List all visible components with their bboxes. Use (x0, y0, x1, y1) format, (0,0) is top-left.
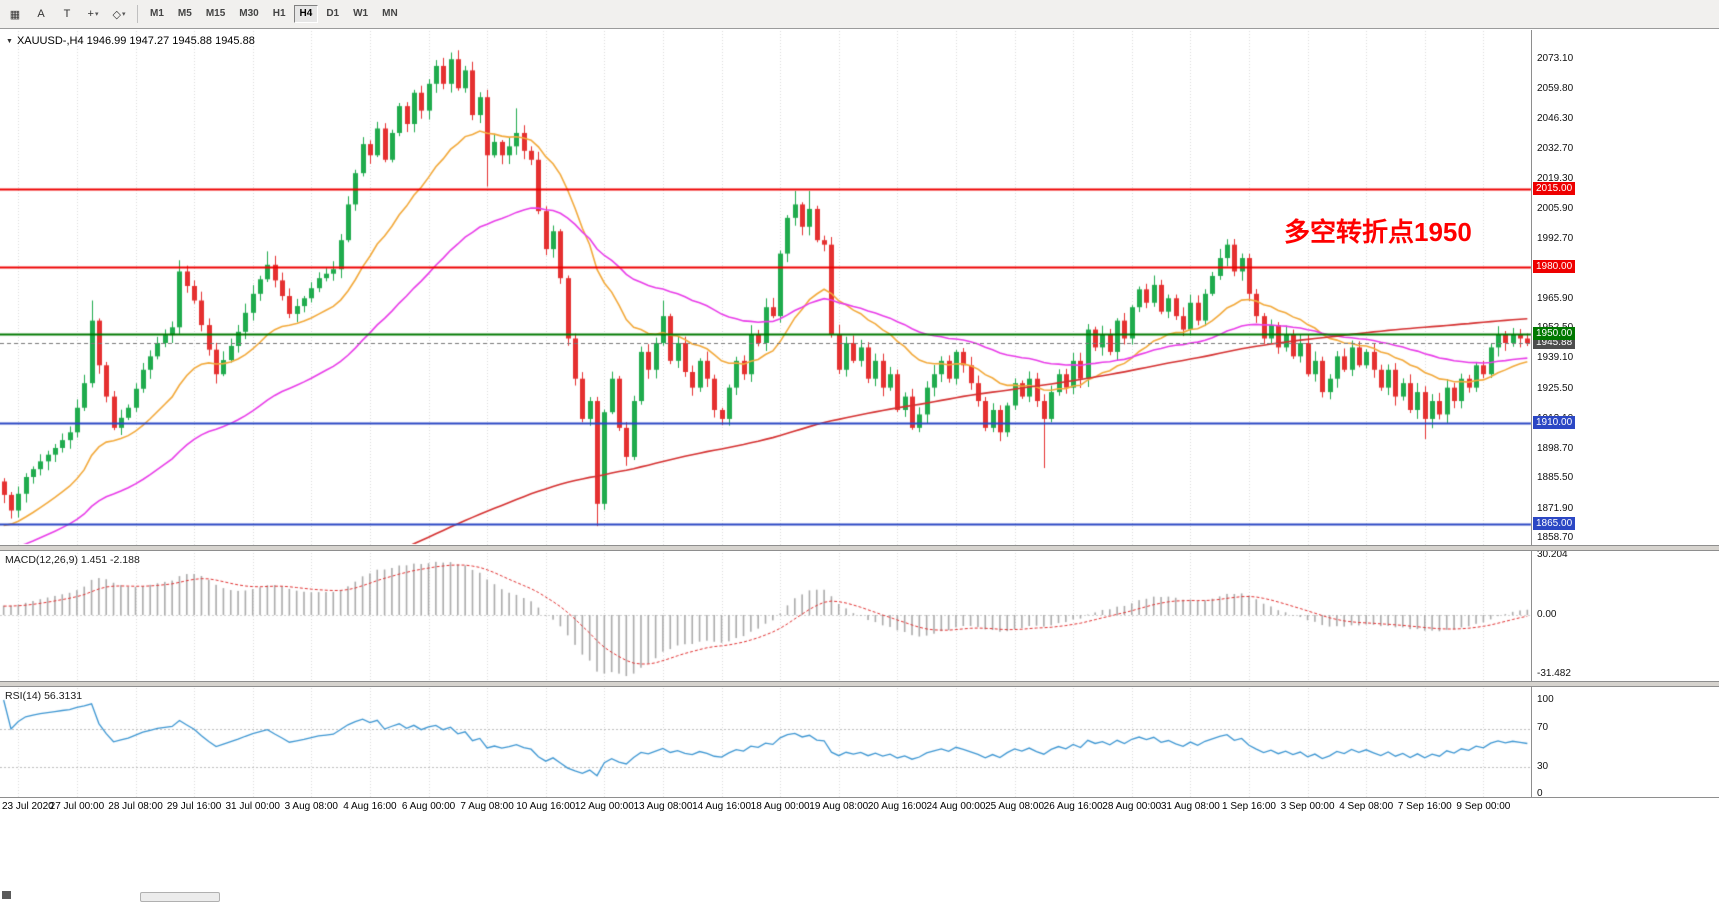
timeframe-button-h1[interactable]: H1 (272, 8, 286, 19)
time-axis-label: 23 Jul 2020 (2, 801, 54, 812)
time-axis-label: 9 Sep 00:00 (1456, 801, 1511, 812)
toolbar-icon-group: ▦ A T + ▾ ◇ ▾ (2, 2, 132, 26)
time-axis-label: 20 Aug 16:00 (867, 801, 927, 812)
time-axis-label: 4 Sep 08:00 (1339, 801, 1394, 812)
time-axis-label: 26 Aug 16:00 (1043, 801, 1103, 812)
chart-title-row: ▼ XAUUSD-,H4 1946.99 1947.27 1945.88 194… (6, 35, 255, 47)
price-axis-label: 1939.10 (1537, 352, 1574, 364)
time-axis-label: 1 Sep 16:00 (1222, 801, 1276, 812)
time-axis-label: 31 Jul 00:00 (225, 801, 280, 812)
timeframe-button-m15[interactable]: M15 (205, 8, 226, 19)
price-axis-label: 2032.70 (1537, 143, 1574, 155)
horizontal-scrollbar-thumb[interactable] (140, 892, 220, 902)
charts-grid-icon-glyph: ▦ (9, 8, 21, 21)
crosshair-tool-icon-glyph: + (87, 8, 94, 20)
timeframe-button-m5[interactable]: M5 (177, 8, 192, 19)
price-level-tag: 1950.00 (1533, 327, 1576, 341)
macd-rsi-divider[interactable] (0, 681, 1719, 687)
dropdown-arrow-icon: ▾ (121, 11, 126, 18)
time-axis-label: 27 Jul 00:00 (49, 801, 105, 812)
time-axis-label: 7 Sep 16:00 (1397, 801, 1452, 812)
time-axis-label: 6 Aug 00:00 (401, 801, 456, 812)
chevron-down-icon[interactable]: ▼ (6, 37, 13, 45)
price-axis-label: 1992.70 (1537, 232, 1574, 244)
drawing-tools-icon-glyph: ◇ (112, 8, 121, 21)
time-axis-label: 13 Aug 08:00 (633, 801, 693, 812)
time-axis-label: 12 Aug 00:00 (574, 801, 634, 812)
price-axis-label: 1898.70 (1537, 442, 1574, 454)
time-axis-label: 24 Aug 00:00 (926, 801, 986, 812)
time-axis-label: 28 Jul 08:00 (108, 801, 163, 812)
charts-grid-icon[interactable]: ▦ (3, 2, 27, 26)
macd-axis-label: 0.00 (1537, 609, 1557, 620)
rsi-axis-label: 0 (1537, 788, 1543, 799)
chart-tab-icon[interactable] (2, 891, 11, 899)
dropdown-arrow-icon: ▾ (94, 11, 99, 18)
time-axis-label: 7 Aug 08:00 (460, 801, 514, 812)
price-axis-label: 1965.90 (1537, 292, 1574, 304)
macd-axis-label: 30.204 (1537, 549, 1568, 560)
time-axis-label: 4 Aug 16:00 (343, 801, 397, 812)
timeframe-button-h4[interactable]: H4 (293, 5, 319, 23)
drawing-tools-icon[interactable]: ◇ ▾ (107, 2, 131, 26)
price-level-tag: 2015.00 (1533, 181, 1576, 195)
price-axis-label: 1858.70 (1537, 532, 1574, 543)
price-level-tag: 1865.00 (1533, 516, 1576, 530)
time-axis-label: 3 Aug 08:00 (284, 801, 338, 812)
main-macd-divider[interactable] (0, 545, 1719, 551)
time-axis-label: 10 Aug 16:00 (516, 801, 576, 812)
time-axis-label: 29 Jul 16:00 (166, 801, 222, 812)
rsi-axis-label: 70 (1537, 722, 1549, 733)
price-axis-label: 1925.50 (1537, 382, 1574, 394)
text-tool-icon-glyph: T (63, 8, 71, 20)
time-axis-label: 3 Sep 00:00 (1280, 801, 1335, 812)
rsi-label: RSI(14) 56.3131 (5, 690, 83, 702)
price-axis-label: 2059.80 (1537, 82, 1574, 94)
time-axis-label: 28 Aug 00:00 (1102, 801, 1162, 812)
timeframe-button-m1[interactable]: M1 (150, 8, 164, 19)
toolbar: ▦ A T + ▾ ◇ ▾ M1 M5 M15 M30 H1 H4 D1 W1 MN (0, 0, 1719, 29)
timeframe-button-m30[interactable]: M30 (239, 8, 259, 19)
price-axis-border (1531, 30, 1532, 798)
time-axis-label: 14 Aug 16:00 (692, 801, 752, 812)
price-level-tag: 1980.00 (1533, 259, 1576, 273)
timeframe-button-mn[interactable]: MN (382, 8, 398, 19)
price-axis-label: 2019.30 (1537, 173, 1574, 185)
time-axis-label: 25 Aug 08:00 (985, 801, 1045, 812)
time-axis-label: 19 Aug 08:00 (809, 801, 869, 812)
time-axis-label: 18 Aug 00:00 (750, 801, 810, 812)
timeframe-button-w1[interactable]: W1 (353, 8, 369, 19)
macd-axis-label: -31.482 (1537, 668, 1571, 679)
text-tool-icon[interactable]: T (55, 2, 79, 26)
timeframe-button-group: M1 M5 M15 M30 H1 H4 D1 W1 MN (143, 5, 405, 23)
price-level-tag: 1910.00 (1533, 416, 1576, 430)
rsi-axis-label: 30 (1537, 761, 1549, 772)
cursor-tool-icon-glyph: A (37, 8, 45, 20)
trend-annotation: 多空转折点1950 (1284, 217, 1472, 247)
price-axis-label: 2005.90 (1537, 203, 1574, 215)
time-axis-border (0, 797, 1719, 798)
chart-title: XAUUSD-,H4 1946.99 1947.27 1945.88 1945.… (16, 35, 255, 47)
price-axis-label: 1871.90 (1537, 502, 1574, 514)
cursor-tool-icon[interactable]: A (29, 2, 53, 26)
time-axis-label: 31 Aug 08:00 (1160, 801, 1220, 812)
macd-label: MACD(12,26,9) 1.451 -2.188 (5, 554, 140, 566)
price-axis-label: 2046.30 (1537, 112, 1574, 124)
rsi-axis-label: 100 (1537, 694, 1554, 705)
timeframe-button-d1[interactable]: D1 (326, 8, 340, 19)
price-axis-label: 2073.10 (1537, 53, 1574, 64)
price-axis-label: 1885.50 (1537, 472, 1574, 484)
toolbar-separator (137, 5, 138, 23)
crosshair-tool-icon[interactable]: + ▾ (81, 2, 105, 26)
